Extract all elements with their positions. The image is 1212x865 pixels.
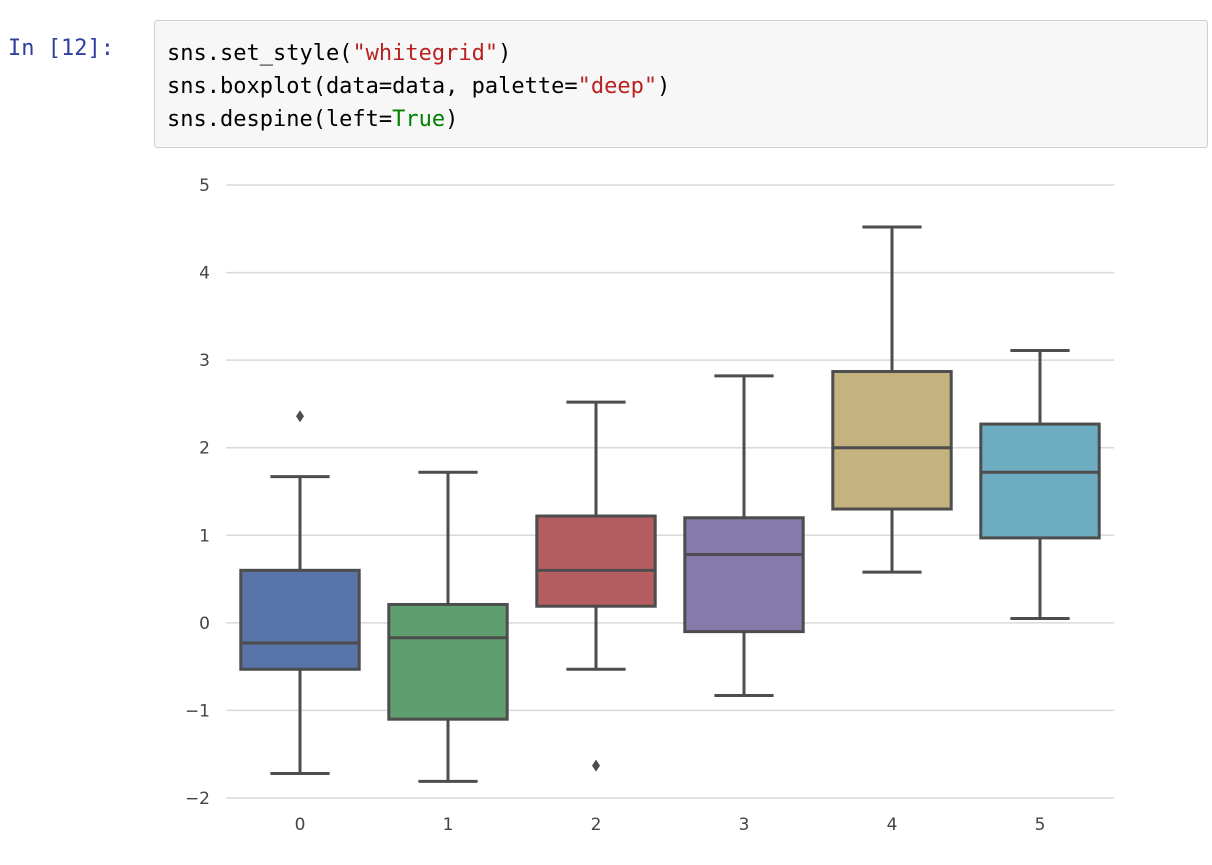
x-tick-label: 0 [295,815,306,835]
code-token: sns.despine(left= [167,107,393,132]
y-tick-label: 3 [199,351,210,371]
box-5 [979,422,1101,540]
box-0 [239,568,361,671]
code-string-token: "deep" [577,74,658,99]
y-tick-label: 4 [199,264,210,284]
code-token: ) [498,41,512,66]
box-1 [387,602,509,721]
code-line: sns.boxplot(data=data, palette="deep") [167,70,1195,103]
y-tick-label: 0 [199,614,210,634]
x-tick-label: 5 [1035,815,1046,835]
y-tick-label: 5 [199,176,210,196]
box-4 [831,370,953,511]
y-tick-label: −2 [185,789,210,809]
code-token: sns.set_style( [167,41,353,66]
boxplot-chart: 5 4 3 2 1 0 −1 −2 0 1 2 3 4 5 [185,176,1114,835]
cell-output: 5 4 3 2 1 0 −1 −2 0 1 2 3 4 5 [154,150,1208,860]
x-tick-label: 1 [443,815,454,835]
code-lines: sns.set_style("whitegrid") sns.boxplot(da… [167,37,1195,136]
code-keyword-token: True [392,107,446,132]
y-tick-label: −1 [185,701,210,721]
y-tick-label: 1 [199,526,210,546]
code-line: sns.set_style("whitegrid") [167,37,1195,70]
cell-prompt: In [12]: [8,36,114,61]
outlier-point [296,410,304,423]
x-tick-label: 3 [739,815,750,835]
y-tick-label: 2 [199,439,210,459]
code-token: ) [657,74,671,99]
x-tick-label: 4 [887,815,898,835]
code-line: sns.despine(left=True) [167,103,1195,136]
code-string-token: "whitegrid" [352,41,499,66]
code-token: sns.boxplot(data=data, palette= [167,74,578,99]
box-2 [535,514,657,608]
outlier-point [592,759,600,772]
code-token: ) [445,107,459,132]
x-tick-label: 2 [591,815,602,835]
code-cell-input[interactable]: sns.set_style("whitegrid") sns.boxplot(da… [154,20,1208,148]
box-3 [683,516,805,634]
